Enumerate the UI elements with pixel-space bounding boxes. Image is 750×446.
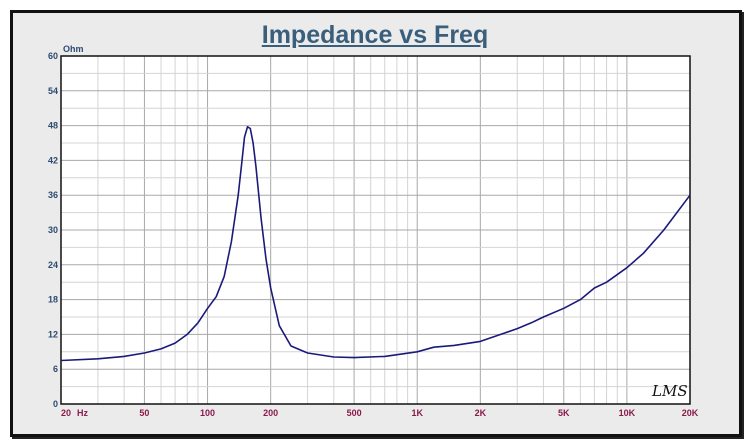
- y-tick-label: 0: [53, 399, 58, 409]
- x-tick-label: 200: [263, 408, 278, 418]
- y-tick-label: 48: [48, 121, 58, 131]
- y-tick-label: 24: [48, 260, 58, 270]
- x-tick-label: 50: [139, 408, 149, 418]
- x-tick-label: 5K: [558, 408, 570, 418]
- y-tick-label: 30: [48, 225, 58, 235]
- y-tick-label: 36: [48, 190, 58, 200]
- plot-border: [60, 55, 691, 405]
- y-tick-label: 12: [48, 329, 58, 339]
- x-axis-label: Hz: [77, 408, 88, 418]
- x-tick-label: 20: [61, 408, 71, 418]
- x-tick-label: 1K: [411, 408, 423, 418]
- lms-watermark: LMS: [651, 382, 688, 400]
- x-tick-label: 100: [200, 408, 215, 418]
- x-tick-label: 500: [347, 408, 362, 418]
- x-tick-label: 10K: [619, 408, 636, 418]
- x-tick-label: 2K: [475, 408, 487, 418]
- y-tick-label: 60: [48, 51, 58, 61]
- x-tick-label: 20K: [682, 408, 699, 418]
- y-tick-label: 18: [48, 295, 58, 305]
- impedance-curve: [60, 126, 691, 362]
- chart-title: Impedance vs Freq: [261, 21, 489, 49]
- y-tick-label: 6: [53, 364, 58, 374]
- y-axis-label: Ohm: [63, 44, 84, 54]
- y-tick-label: 42: [48, 155, 58, 165]
- y-tick-label: 54: [48, 86, 58, 96]
